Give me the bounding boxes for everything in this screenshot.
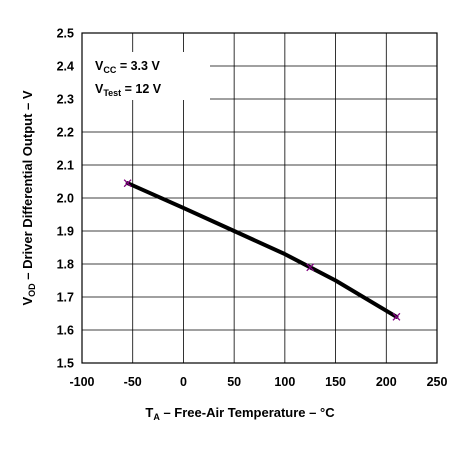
- annotation-box: VCC = 3.3 V VTest = 12 V: [82, 52, 210, 100]
- x-tick-label: 100: [274, 375, 295, 389]
- data-point-marker: [392, 312, 401, 321]
- x-tick-label: 250: [427, 375, 448, 389]
- y-tick-label: 1.7: [57, 291, 74, 305]
- y-tick-label: 1.5: [57, 357, 74, 371]
- annotation-vtest: VTest = 12 V: [95, 82, 162, 98]
- x-tick-label: -50: [124, 375, 142, 389]
- y-tick-label: 2.2: [57, 126, 74, 140]
- series-group: [123, 179, 401, 321]
- y-tick-label: 2.3: [57, 93, 74, 107]
- y-axis-ticks: 1.5 1.6 1.7 1.8 1.9 2.0 2.1 2.2 2.3 2.4 2.5: [57, 27, 74, 371]
- y-tick-label: 1.9: [57, 225, 74, 239]
- y-tick-label: 1.8: [57, 258, 74, 272]
- x-tick-label: 50: [227, 375, 241, 389]
- data-point-marker: [123, 179, 132, 188]
- y-axis-title: VOD – Driver Differential Output – V: [20, 90, 37, 305]
- series-line: [125, 181, 399, 319]
- grid: [81, 32, 438, 364]
- x-tick-label: 0: [180, 375, 187, 389]
- y-tick-label: 1.6: [57, 324, 74, 338]
- y-tick-label: 2.4: [57, 60, 74, 74]
- x-axis-ticks: -100 -50 0 50 100 150 200 250: [69, 375, 447, 389]
- x-tick-label: 200: [376, 375, 397, 389]
- annotation-background: [82, 52, 210, 100]
- plot-frame: [81, 32, 438, 364]
- x-tick-label: -100: [69, 375, 94, 389]
- data-point-marker: [306, 263, 315, 272]
- annotation-vcc: VCC = 3.3 V: [95, 59, 160, 75]
- x-axis-title: TA – Free-Air Temperature – °C: [145, 405, 335, 422]
- y-tick-label: 2.1: [57, 159, 74, 173]
- y-tick-label: 2.0: [57, 192, 74, 206]
- y-tick-label: 2.5: [57, 27, 74, 41]
- x-tick-label: 150: [325, 375, 346, 389]
